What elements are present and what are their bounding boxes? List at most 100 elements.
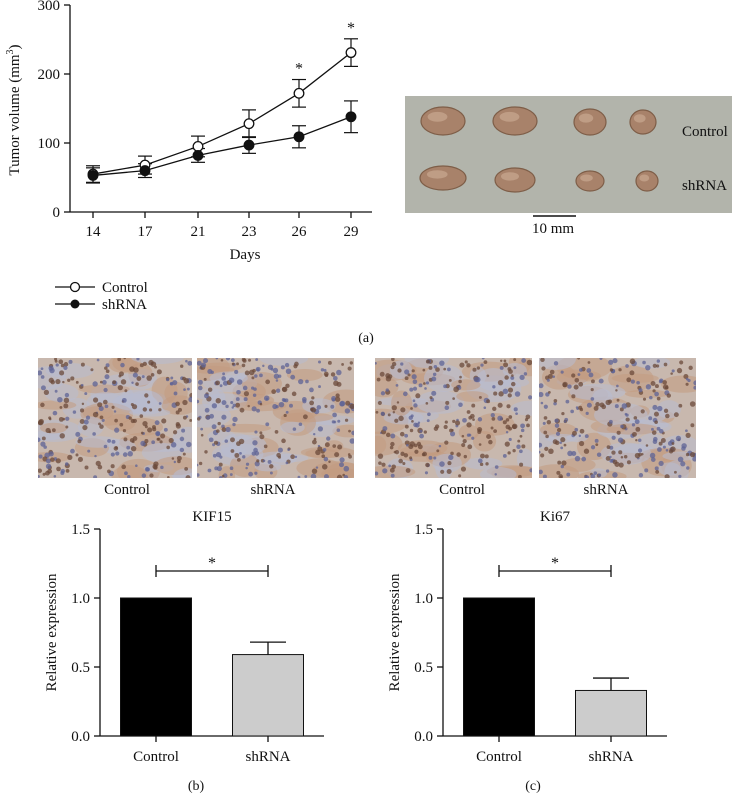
ihc-tissue-patch xyxy=(220,433,256,460)
ihc-cell-nucleus xyxy=(331,398,336,402)
ihc-cell-nucleus xyxy=(232,416,238,423)
panel-label-c: (c) xyxy=(525,779,541,794)
ihc-cell-nucleus xyxy=(102,399,108,405)
ihc-cell-nucleus xyxy=(200,433,204,437)
ihc-cell-nucleus xyxy=(678,403,683,408)
ihc-cell-nucleus xyxy=(398,458,403,464)
ihc-cell-nucleus xyxy=(692,456,696,462)
ihc-cell-nucleus xyxy=(421,452,426,457)
ihc-cell-nucleus xyxy=(492,406,497,411)
ihc-cell-nucleus xyxy=(476,366,481,370)
ihc-cell-nucleus xyxy=(263,395,270,401)
ihc-cell-nucleus xyxy=(459,375,462,379)
ihc-cell-nucleus xyxy=(205,415,211,420)
ihc-cell-nucleus xyxy=(385,388,389,392)
data-point-control xyxy=(192,140,204,152)
ihc-cell-nucleus xyxy=(612,472,618,478)
panel-label-a: (a) xyxy=(358,331,374,346)
data-point-control xyxy=(243,118,255,130)
ihc-tissue-patch xyxy=(432,453,462,473)
ihc-cell-nucleus xyxy=(344,408,351,414)
ihc-cell-nucleus xyxy=(267,459,272,464)
ihc-cell-nucleus xyxy=(418,383,423,388)
ihc-cell-nucleus xyxy=(114,418,118,423)
ihc-cell-nucleus xyxy=(97,464,103,470)
ihc-cell-nucleus xyxy=(497,415,503,421)
ihc-cell-nucleus xyxy=(520,428,525,433)
ihc-cell-nucleus xyxy=(584,475,590,478)
ihc-cell-nucleus xyxy=(438,444,442,448)
ihc-cell-nucleus xyxy=(72,410,77,414)
ihc-cell-nucleus xyxy=(172,430,178,435)
ihc-cell-nucleus xyxy=(179,436,185,442)
ihc-cell-nucleus xyxy=(499,365,504,370)
ihc-cell-nucleus xyxy=(99,415,104,420)
ihc-cell-nucleus xyxy=(123,358,126,360)
bar-shrna xyxy=(232,654,304,737)
ihc-cell-nucleus xyxy=(221,414,227,420)
ihc-cell-nucleus xyxy=(685,432,691,438)
ihc-cell-nucleus xyxy=(101,379,107,385)
ihc-cell-nucleus xyxy=(103,444,108,449)
y-axis-label: Relative expression xyxy=(387,573,403,691)
ihc-cell-nucleus xyxy=(302,414,308,420)
ihc-cell-nucleus xyxy=(298,378,304,385)
ihc-cell-nucleus xyxy=(123,437,128,442)
ihc-cell-nucleus xyxy=(570,409,574,414)
ihc-tissue-patch xyxy=(464,457,503,470)
panel-label-b: (b) xyxy=(188,779,205,794)
ihc-cell-nucleus xyxy=(136,376,142,381)
ihc-cell-nucleus xyxy=(497,402,503,408)
ihc-cell-nucleus xyxy=(415,393,421,399)
ihc-cell-nucleus xyxy=(312,439,317,445)
ihc-cell-nucleus xyxy=(309,400,315,406)
ihc-cell-nucleus xyxy=(328,460,331,463)
kif15-bar-chart: KIF15 0.0 0.5 1.0 1.5 Relative expression Cont… xyxy=(44,509,324,765)
ihc-cell-nucleus xyxy=(571,451,577,456)
ihc-cell-nucleus xyxy=(95,460,101,467)
ihc-cell-nucleus xyxy=(130,445,137,452)
ihc-cell-nucleus xyxy=(413,403,418,408)
ihc-cell-nucleus xyxy=(567,450,573,457)
ihc-cell-nucleus xyxy=(623,454,628,459)
ihc-cell-nucleus xyxy=(419,429,423,433)
ihc-cell-nucleus xyxy=(45,470,50,476)
ihc-cell-nucleus xyxy=(642,397,647,401)
ihc-cell-nucleus xyxy=(65,416,70,421)
ihc-cell-nucleus xyxy=(636,380,640,385)
y-tick-label: 200 xyxy=(38,67,61,83)
x-tick-label: 17 xyxy=(138,224,154,240)
ihc-tissue-patch xyxy=(44,383,79,403)
ihc-cell-nucleus xyxy=(375,410,379,414)
ihc-cell-nucleus xyxy=(609,459,614,463)
ihc-cell-nucleus xyxy=(516,444,521,449)
ihc-cell-nucleus xyxy=(117,384,123,391)
ihc-cell-nucleus xyxy=(186,387,190,391)
ihc-cell-nucleus xyxy=(650,381,656,386)
ihc-cell-nucleus xyxy=(152,425,156,430)
ihc-cell-nucleus xyxy=(208,437,214,443)
ihc-cell-nucleus xyxy=(609,455,612,459)
ihc-cell-nucleus xyxy=(107,438,111,443)
ihc-cell-nucleus xyxy=(225,404,229,409)
ihc-cell-nucleus xyxy=(478,443,482,446)
bar-shrna xyxy=(575,689,647,737)
ihc-cell-nucleus xyxy=(561,411,565,416)
ihc-cell-nucleus xyxy=(235,397,240,401)
ihc-cell-nucleus xyxy=(173,391,178,396)
ihc-cell-nucleus xyxy=(519,462,524,467)
ihc-cell-nucleus xyxy=(275,405,279,409)
ihc-cell-nucleus xyxy=(77,456,83,462)
ihc-tissue-patch xyxy=(286,368,323,382)
ihc-tissue-patch xyxy=(624,389,670,398)
ihc-cell-nucleus xyxy=(392,411,396,414)
ihc-cell-nucleus xyxy=(543,430,548,435)
ihc-cell-nucleus xyxy=(566,472,571,477)
ihc-cell-nucleus xyxy=(630,379,635,384)
ihc-cell-nucleus xyxy=(236,362,239,366)
ihc-cell-nucleus xyxy=(132,372,138,378)
ihc-cell-nucleus xyxy=(38,418,44,425)
ihc-cell-nucleus xyxy=(315,449,321,456)
ihc-cell-nucleus xyxy=(281,438,286,444)
